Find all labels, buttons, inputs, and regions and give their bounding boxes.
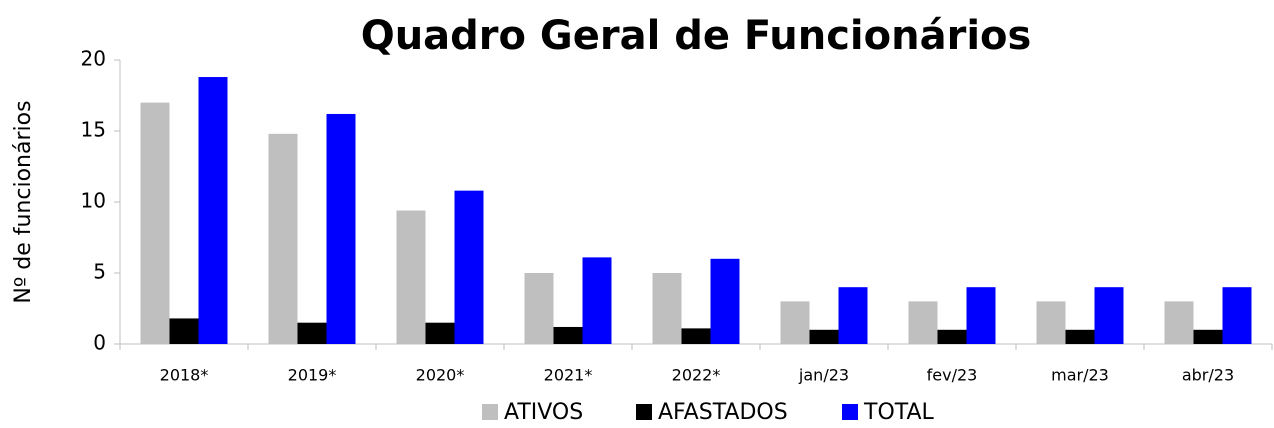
bar [681,328,711,344]
bar [198,77,228,344]
y-tick-label: 20 [81,47,106,71]
x-tick-label: 2022* [672,366,721,385]
bar [169,318,199,344]
y-tick-label: 0 [93,331,106,355]
x-tick-label: 2018* [160,366,209,385]
legend-swatch [636,404,652,420]
x-tick-label: 2021* [544,366,593,385]
bar [140,102,170,344]
bar [396,210,426,344]
bar [937,329,967,344]
bar [710,258,740,344]
legend-swatch [842,404,858,420]
x-tick-label: mar/23 [1051,366,1109,385]
bar [838,287,868,344]
bar [908,301,938,344]
bar [582,257,612,344]
bar [1065,329,1095,344]
bar [1222,287,1252,344]
bar [652,273,682,344]
legend-swatch [482,404,498,420]
bar [297,322,327,344]
bar [1036,301,1066,344]
x-tick-label: fev/23 [927,366,978,385]
x-tick-label: jan/23 [798,366,849,385]
bar [326,113,356,345]
bar [966,287,996,344]
legend-label: ATIVOS [504,400,583,425]
bar [425,322,455,344]
bar [268,133,298,344]
bar [1164,301,1194,344]
bar [809,329,839,344]
bar [1094,287,1124,344]
legend-label: TOTAL [863,400,935,425]
x-tick-label: 2020* [416,366,465,385]
bar [780,301,810,344]
y-tick-label: 10 [81,189,106,213]
x-tick-label: 2019* [288,366,337,385]
chart-title: Quadro Geral de Funcionários [361,13,1032,59]
bar [1193,329,1223,344]
y-tick-label: 5 [93,260,106,284]
legend-label: AFASTADOS [658,400,788,425]
bar [454,190,484,344]
bar [553,326,583,344]
bar [524,273,554,344]
y-axis-label: Nº de funcionários [11,100,36,303]
x-tick-label: abr/23 [1182,366,1234,385]
y-tick-label: 15 [81,118,106,142]
